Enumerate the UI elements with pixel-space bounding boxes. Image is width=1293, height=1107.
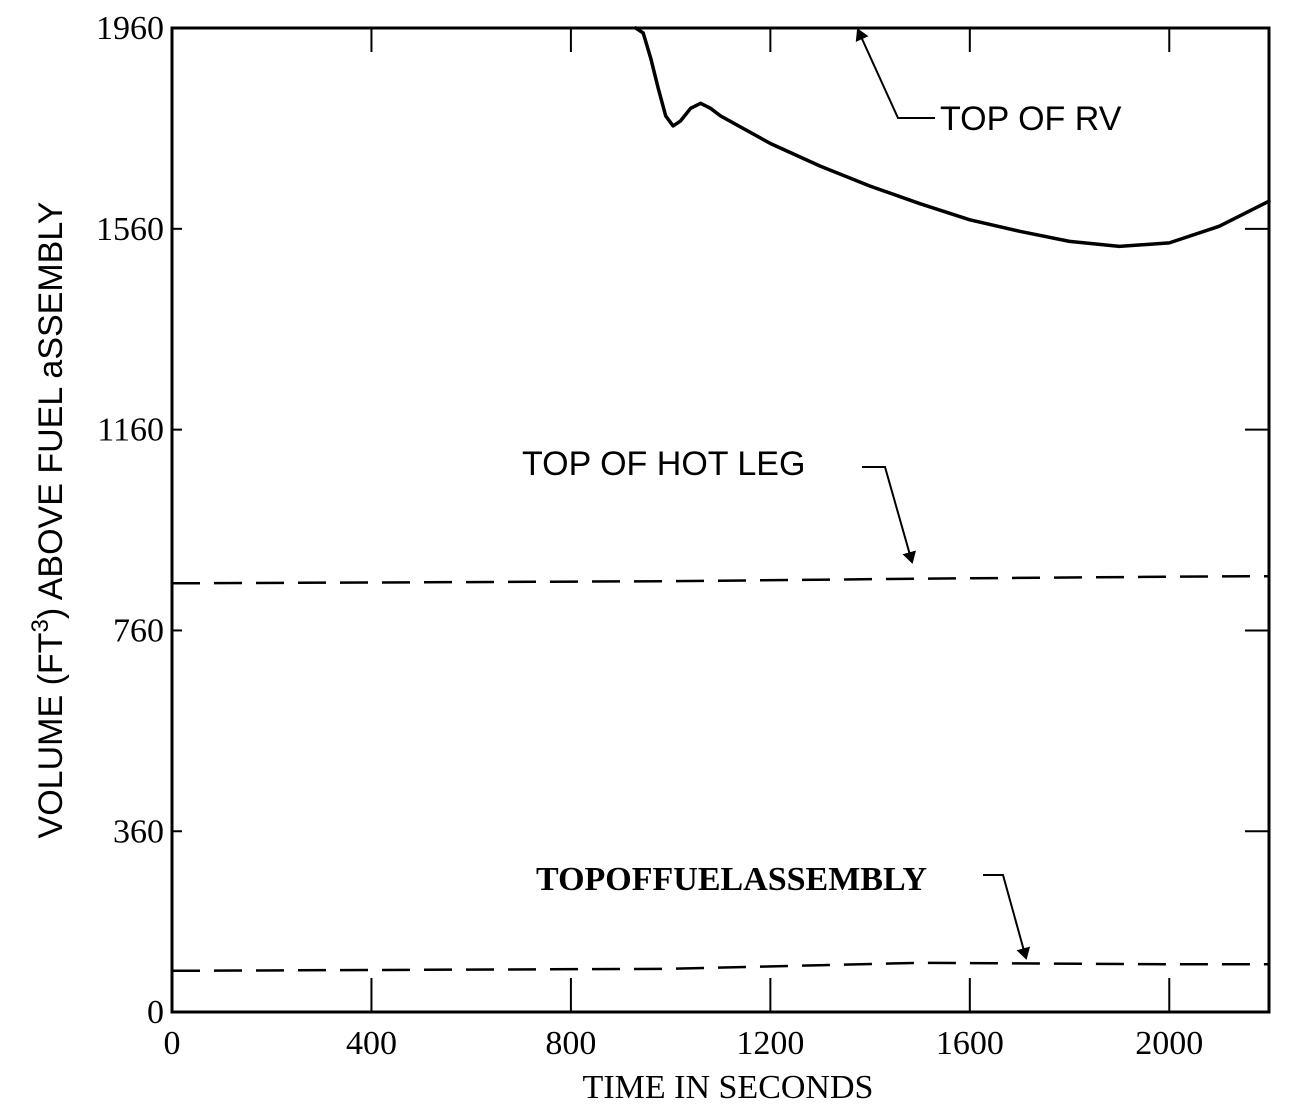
x-tick-label: 2000: [1135, 1025, 1203, 1062]
y-tick-label: 760: [113, 612, 164, 649]
x-tick-label: 1200: [736, 1025, 804, 1062]
series-line-2: [171, 574, 1270, 585]
annotation-top-of-hot-leg-arrow: [862, 466, 916, 564]
y-axis-ticks: 0 360 760 1160 1560 1960: [96, 10, 1269, 1031]
x-tick-label: 800: [545, 1025, 596, 1062]
y-tick-label: 1560: [96, 211, 164, 248]
x-tick-label: 0: [164, 1025, 181, 1062]
y-tick-label: 1160: [97, 412, 164, 449]
series-line-3: [171, 961, 1269, 973]
annotation-top-of-fuel-assembly-arrow: [983, 874, 1031, 960]
y-axis-title-sup: 3: [27, 619, 54, 632]
y-tick-label: 1960: [96, 10, 164, 47]
annotation-top-of-rv: TOP OF RV: [940, 100, 1122, 138]
x-axis-title: TIME IN SECONDS: [583, 1069, 874, 1106]
x-tick-label: 1600: [936, 1025, 1004, 1062]
y-axis-title-post: ) ABOVE FUEL aSSEMBLY: [32, 202, 70, 620]
y-axis-title: VOLUME (FT3) ABOVE FUEL aSSEMBLY: [27, 202, 70, 839]
annotation-top-of-rv-arrow: [855, 28, 935, 119]
y-tick-label: 0: [147, 994, 164, 1031]
x-tick-label: 400: [346, 1025, 397, 1062]
x-axis-ticks: 0 400 800 1200 1600 2000: [164, 28, 1203, 1062]
annotation-top-of-hot-leg: TOP OF HOT LEG: [522, 445, 805, 483]
plot-frame: [170, 26, 1271, 1014]
y-axis-title-pre: VOLUME (FT: [32, 633, 70, 839]
series-line-1: [633, 26, 1271, 249]
y-tick-label: 360: [113, 813, 164, 850]
series-layer: [171, 26, 1271, 973]
annotation-top-of-fuel-assembly: TOPOFFUELASSEMBLY: [536, 861, 927, 898]
